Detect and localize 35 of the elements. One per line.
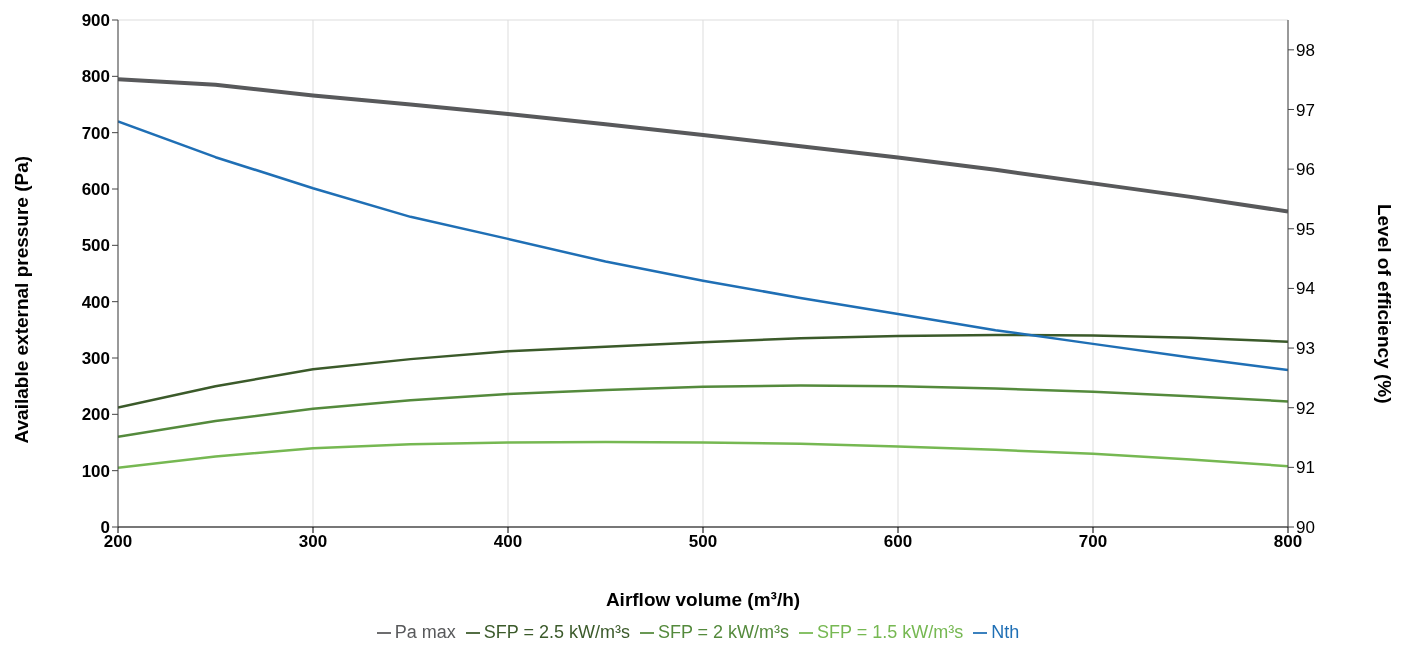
y-tick-label: 600 <box>81 180 110 200</box>
y2-axis-title: Level of efficiency (%) <box>1374 203 1396 404</box>
y-tick-label: 300 <box>81 349 110 369</box>
y2-tick-label: 97 <box>1296 100 1315 120</box>
x-tick-label: 600 <box>883 532 913 552</box>
y2-tick-label: 94 <box>1296 279 1315 299</box>
y-tick-label: 800 <box>81 67 110 87</box>
legend-label: SFP = 1.5 kW/m³s <box>817 622 964 642</box>
line-series <box>118 384 1288 439</box>
y2-tick-label: 95 <box>1296 219 1315 239</box>
y2-tick-label: 91 <box>1296 458 1315 478</box>
legend-label: SFP = 2 kW/m³s <box>657 622 790 642</box>
line-series <box>118 333 1288 409</box>
x-tick-label: 400 <box>493 532 523 552</box>
line-series <box>118 77 1288 214</box>
legend-label: Pa max <box>394 622 456 642</box>
x-axis-title: Airflow volume (m³/h) <box>605 589 801 610</box>
legend-label: SFP = 2.5 kW/m³s <box>483 622 630 642</box>
y-tick-label: 400 <box>81 292 110 312</box>
y-axis-title: Available external pressure (Pa) <box>10 155 32 444</box>
y2-tick-label: 98 <box>1296 40 1315 60</box>
y2-tick-label: 93 <box>1296 339 1315 359</box>
y2-tick-label: 96 <box>1296 160 1315 180</box>
line-series <box>118 440 1288 470</box>
y-tick-label: 200 <box>81 405 110 425</box>
y2-tick-label: 92 <box>1296 398 1315 418</box>
y-tick-label: 900 <box>81 11 110 31</box>
y-tick-label: 500 <box>81 236 110 256</box>
y-tick-label: 100 <box>81 461 110 481</box>
line-series <box>118 120 1288 372</box>
y-tick-label: 700 <box>81 123 110 143</box>
legend-label: Nth <box>991 622 1020 642</box>
x-tick-label: 300 <box>298 532 328 552</box>
x-tick-label: 500 <box>688 532 718 552</box>
x-tick-label: 700 <box>1078 532 1108 552</box>
